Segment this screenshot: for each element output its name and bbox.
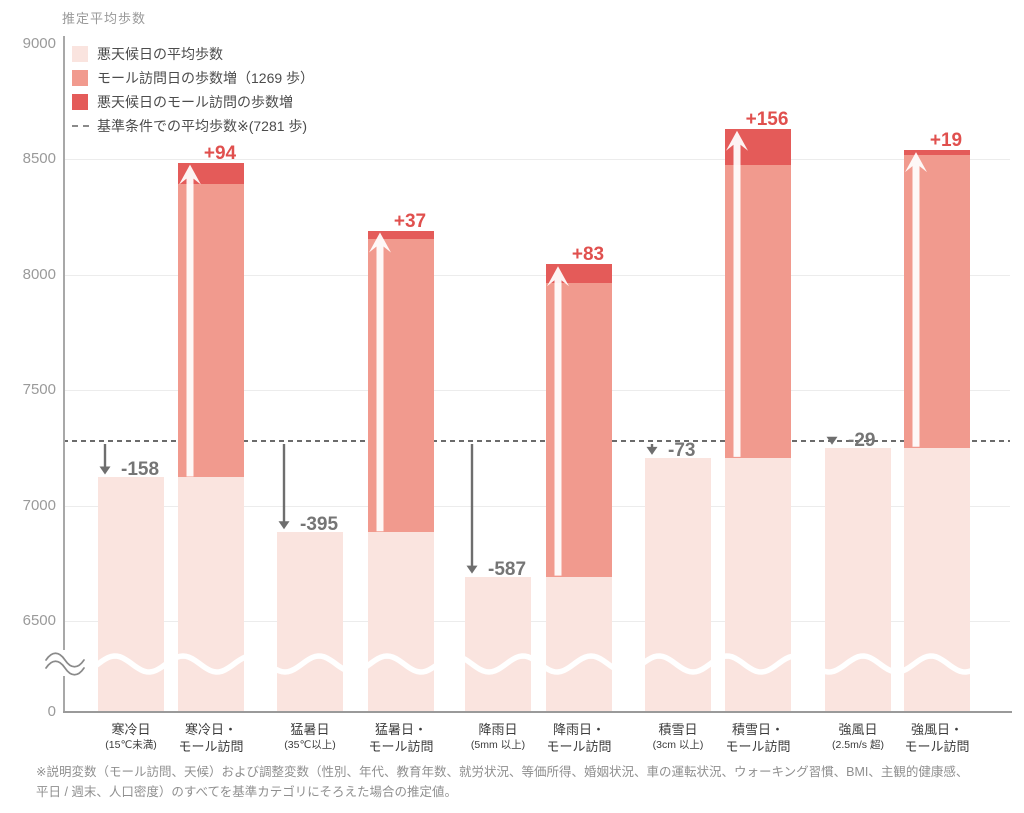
category-name: 寒冷日・ <box>184 722 237 737</box>
legend-dashed-line-icon <box>72 125 89 127</box>
bar-rainy-day-mall-visit-light <box>546 576 612 712</box>
delta-annotation-rainy-day-mall-visit: +83 <box>571 244 605 266</box>
gridline <box>63 274 1010 276</box>
category-condition: モール訪問 <box>904 739 970 754</box>
x-axis-label-windy-day: 強風日 (2.5m/s 超) <box>788 721 928 753</box>
delta-annotation-hot-day: -395 <box>300 514 339 536</box>
y-axis-tick-label: 8500 <box>22 150 56 168</box>
baseline-dashed-line <box>63 440 1010 442</box>
bar-snowy-day-mall-visit-extra <box>725 128 791 165</box>
legend-item-bad-weather-mall-increase: 悪天候日のモール訪問の歩数増 <box>72 90 314 114</box>
category-name: 猛暑日 <box>290 722 330 737</box>
category-condition: モール訪問 <box>546 739 612 754</box>
legend-swatch-mall-icon <box>72 70 88 86</box>
legend-label: 悪天候日の平均歩数 <box>97 46 223 62</box>
delta-annotation-windy-day-mall-visit: +19 <box>929 130 963 152</box>
gridline <box>63 505 1010 507</box>
y-axis-tick-label: 7000 <box>22 496 56 514</box>
x-axis-label-hot-day: 猛暑日 (35℃以上) <box>240 721 380 753</box>
footnote-line-1: ※説明変数（モール訪問、天候）および調整変数（性別、年代、教育年数、就労状況、等… <box>36 765 969 779</box>
category-condition: (2.5m/s 超) <box>832 739 884 751</box>
legend-item-baseline: 基準条件での平均歩数※(7281 歩) <box>72 114 314 138</box>
bar-rainy-day-mall-visit-mall <box>546 283 612 577</box>
down-arrow-head-icon <box>646 446 658 455</box>
category-condition: モール訪問 <box>725 739 791 754</box>
category-condition: (5mm 以上) <box>470 739 526 751</box>
bar-windy-day-mall-visit-mall <box>904 154 970 448</box>
y-axis-tick-label: 7500 <box>22 381 56 399</box>
bar-hot-day-light <box>277 532 343 712</box>
category-name: 降雨日・ <box>552 722 605 737</box>
bar-cold-day-mall-visit-light <box>178 477 244 712</box>
axis-break-squiggle-icon <box>45 652 85 668</box>
footnote: ※説明変数（モール訪問、天候）および調整変数（性別、年代、教育年数、就労状況、等… <box>36 763 996 803</box>
x-axis-line <box>63 711 1012 713</box>
footnote-line-2: 平日 / 週末、人口密度）のすべてを基準カテゴリにそろえた場合の推定値。 <box>36 784 458 799</box>
delta-annotation-windy-day: -29 <box>848 429 876 451</box>
bar-windy-day-mall-visit-light <box>904 447 970 712</box>
legend-swatch-red-icon <box>72 94 88 110</box>
bar-hot-day-mall-visit-light <box>368 532 434 712</box>
bar-windy-day-light <box>825 447 891 712</box>
bar-snowy-day-mall-visit-light <box>725 457 791 712</box>
legend-label: モール訪問日の歩数増（1269 歩） <box>97 70 315 86</box>
down-arrow-head-icon <box>278 521 290 530</box>
y-axis-tick-label: 8000 <box>22 265 56 283</box>
category-name: 降雨日 <box>478 722 518 737</box>
x-axis-label-snowy-day-mall-visit: 積雪日・ モール訪問 <box>688 721 828 755</box>
y-axis-title: 推定平均歩数 <box>62 11 147 26</box>
legend-item-bad-weather-steps: 悪天候日の平均歩数 <box>72 42 314 66</box>
gridline <box>63 390 1010 392</box>
legend-swatch-light-icon <box>72 46 88 62</box>
category-name: 猛暑日・ <box>374 722 427 737</box>
y-axis-tick-label: 6500 <box>22 612 56 630</box>
bar-cold-day-light <box>98 477 164 712</box>
category-condition: モール訪問 <box>178 739 244 754</box>
bar-rainy-day-light <box>465 576 531 712</box>
x-axis-label-cold-day-mall-visit: 寒冷日・ モール訪問 <box>141 721 281 755</box>
bar-hot-day-mall-visit-mall <box>368 239 434 533</box>
category-condition: (35℃以上) <box>284 739 336 751</box>
x-axis-label-snowy-day: 積雪日 (3cm 以上) <box>608 721 748 753</box>
y-axis-line <box>63 36 65 712</box>
category-name: 強風日 <box>838 722 878 737</box>
x-axis-label-rainy-day-mall-visit: 降雨日・ モール訪問 <box>509 721 649 755</box>
delta-annotation-snowy-day: -73 <box>668 439 696 461</box>
bar-cold-day-mall-visit-extra <box>178 162 244 185</box>
bar-windy-day-mall-visit-extra <box>904 150 970 155</box>
x-axis-label-cold-day: 寒冷日 (15℃未満) <box>61 721 201 753</box>
bar-cold-day-mall-visit-mall <box>178 184 244 478</box>
bar-snowy-day-light <box>645 457 711 712</box>
legend-label: 基準条件での平均歩数※(7281 歩) <box>97 118 308 134</box>
y-axis-tick-label: 0 <box>47 703 56 720</box>
bar-rainy-day-mall-visit-extra <box>546 264 612 284</box>
delta-annotation-hot-day-mall-visit: +37 <box>393 210 427 232</box>
legend-item-mall-visit-increase: モール訪問日の歩数増（1269 歩） <box>72 66 314 90</box>
y-axis-tick-label: 9000 <box>22 34 56 52</box>
axis-break-squiggle-icon <box>45 660 85 676</box>
down-arrow-head-icon <box>466 565 478 574</box>
x-axis-label-windy-day-mall-visit: 強風日・ モール訪問 <box>867 721 1007 755</box>
delta-annotation-cold-day: -158 <box>121 459 160 481</box>
x-axis-label-rainy-day: 降雨日 (5mm 以上) <box>428 721 568 753</box>
category-name: 積雪日 <box>658 722 698 737</box>
category-condition: (15℃未満) <box>105 739 157 751</box>
gridline <box>63 621 1010 623</box>
category-name: 寒冷日 <box>111 722 151 737</box>
delta-annotation-cold-day-mall-visit: +94 <box>203 142 237 164</box>
delta-annotation-rainy-day: -587 <box>488 558 527 580</box>
chart-legend: 悪天候日の平均歩数 モール訪問日の歩数増（1269 歩） 悪天候日のモール訪問の… <box>72 42 314 138</box>
category-condition: (3cm 以上) <box>652 739 704 751</box>
delta-annotation-snowy-day-mall-visit: +156 <box>745 108 789 130</box>
gridline <box>63 159 1010 161</box>
bar-hot-day-mall-visit-extra <box>368 230 434 240</box>
category-condition: モール訪問 <box>368 739 434 754</box>
category-name: 積雪日・ <box>731 722 784 737</box>
down-arrow-head-icon <box>99 466 111 475</box>
legend-label: 悪天候日のモール訪問の歩数増 <box>97 94 293 110</box>
bar-snowy-day-mall-visit-mall <box>725 164 791 458</box>
category-name: 強風日・ <box>910 722 963 737</box>
x-axis-label-hot-day-mall-visit: 猛暑日・ モール訪問 <box>331 721 471 755</box>
